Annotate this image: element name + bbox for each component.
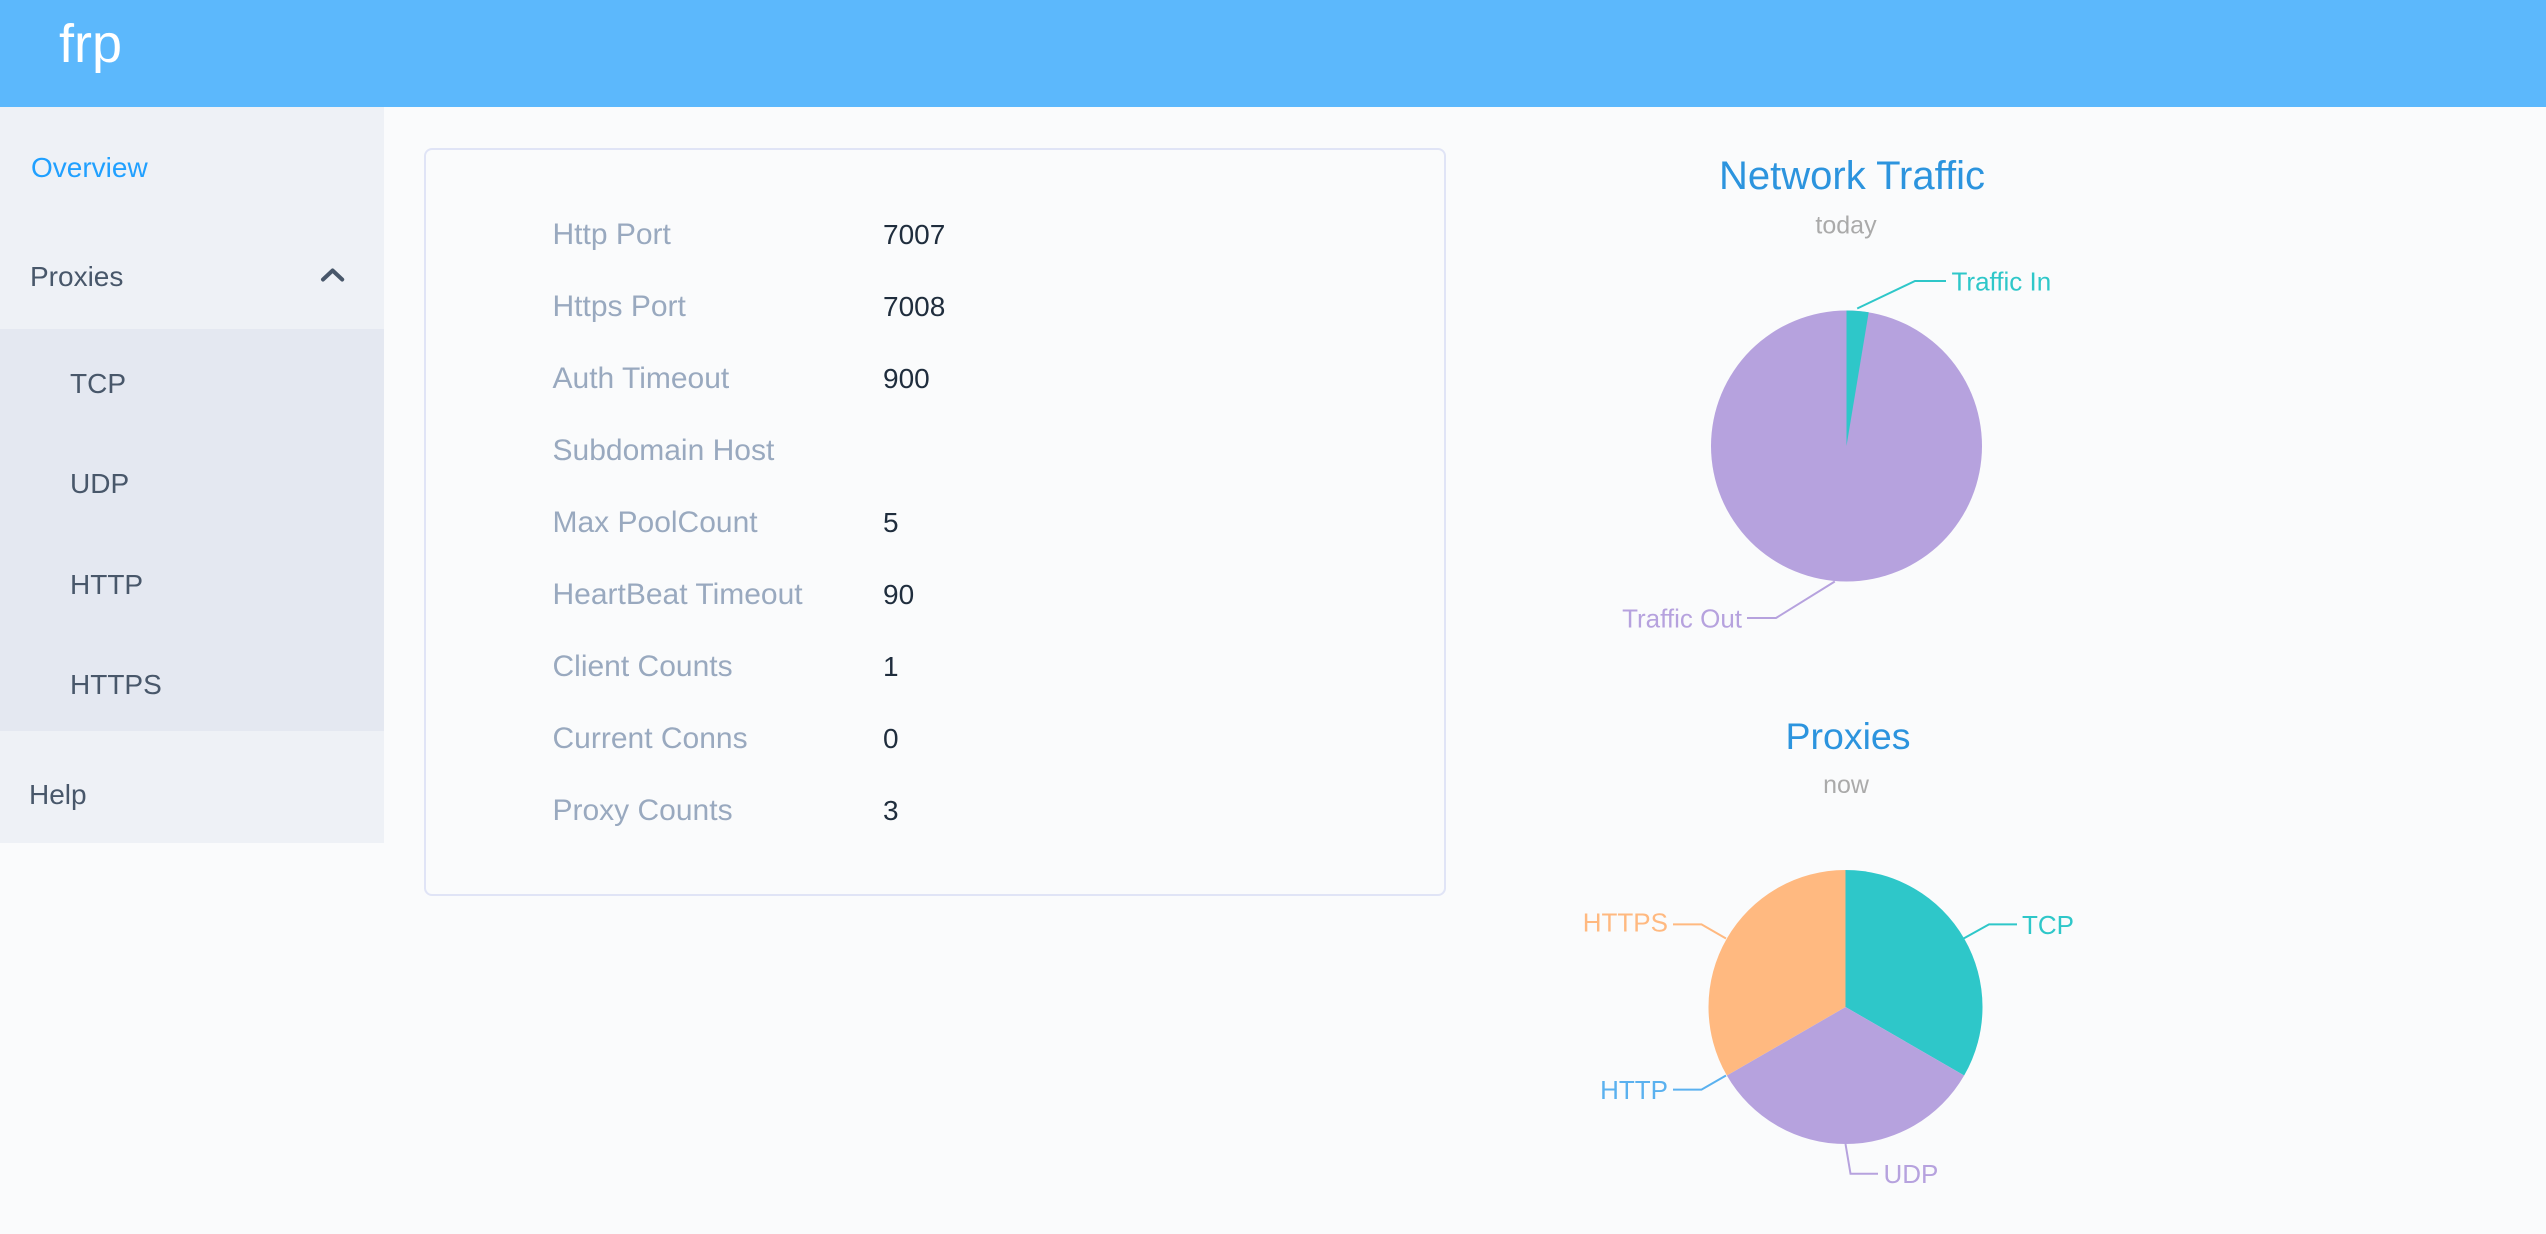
svg-text:Network Traffic: Network Traffic <box>1719 154 1985 198</box>
svg-text:now: now <box>1823 771 1870 799</box>
svg-text:UDP: UDP <box>1884 1159 1939 1189</box>
svg-text:frp: frp <box>59 14 122 74</box>
svg-text:HTTPS: HTTPS <box>70 669 162 700</box>
svg-text:Proxy Counts: Proxy Counts <box>553 794 733 827</box>
svg-text:Https Port: Https Port <box>553 290 687 323</box>
svg-text:Traffic In: Traffic In <box>1952 267 2052 297</box>
svg-text:HTTP: HTTP <box>70 569 143 600</box>
svg-text:7008: 7008 <box>883 291 945 322</box>
svg-text:Client Counts: Client Counts <box>553 650 733 683</box>
svg-text:3: 3 <box>883 795 899 826</box>
svg-text:UDP: UDP <box>70 468 129 499</box>
svg-text:900: 900 <box>883 363 930 394</box>
svg-text:0: 0 <box>883 723 899 754</box>
svg-text:Proxies: Proxies <box>30 261 123 292</box>
svg-text:Subdomain Host: Subdomain Host <box>553 434 775 467</box>
svg-text:90: 90 <box>883 579 914 610</box>
svg-text:Max PoolCount: Max PoolCount <box>553 506 759 539</box>
svg-text:HTTPS: HTTPS <box>1583 908 1668 938</box>
svg-text:Http Port: Http Port <box>553 218 672 251</box>
svg-text:Proxies: Proxies <box>1785 715 1910 757</box>
svg-text:HTTP: HTTP <box>1600 1075 1668 1105</box>
svg-text:Help: Help <box>29 779 87 810</box>
svg-text:5: 5 <box>883 507 899 538</box>
svg-text:Current Conns: Current Conns <box>553 722 748 755</box>
svg-text:TCP: TCP <box>70 368 126 399</box>
svg-text:7007: 7007 <box>883 219 945 250</box>
svg-text:HeartBeat Timeout: HeartBeat Timeout <box>553 578 804 611</box>
svg-text:today: today <box>1815 212 1877 240</box>
svg-text:1: 1 <box>883 651 899 682</box>
svg-text:TCP: TCP <box>2022 910 2074 940</box>
svg-text:Traffic Out: Traffic Out <box>1622 604 1743 634</box>
svg-text:Auth Timeout: Auth Timeout <box>553 362 730 395</box>
svg-text:Overview: Overview <box>31 152 148 183</box>
